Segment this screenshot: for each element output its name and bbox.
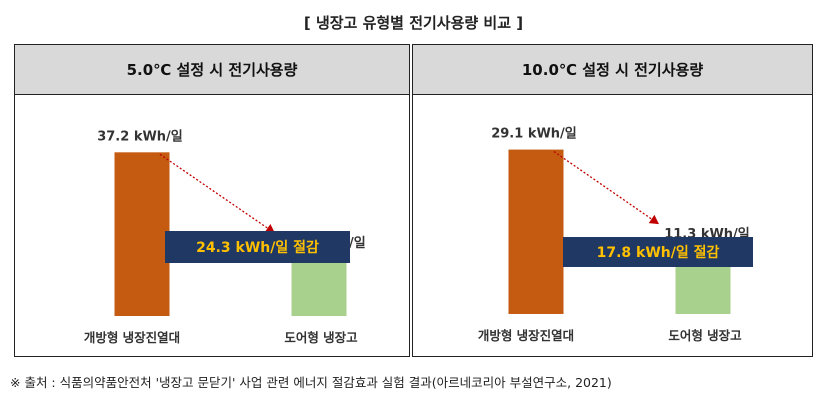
page-title: [ 냉장고 유형별 전기사용량 비교 ] (303, 14, 524, 32)
savings-box (563, 237, 753, 267)
chart-title: 10.0℃ 설정 시 전기사용량 (413, 45, 812, 95)
category-label: 도어형 냉장고 (668, 328, 742, 343)
savings-label: 17.8 kWh/일 절감 (597, 244, 720, 261)
category-label: 도어형 냉장고 (284, 330, 358, 345)
bar-open-display (508, 149, 564, 314)
savings-box (165, 231, 350, 263)
savings-arrow-line (553, 151, 660, 225)
bar-open-display (114, 152, 170, 316)
category-label: 개방형 냉장진열대 (478, 328, 574, 343)
savings-label: 24.3 kWh/일 절감 (196, 239, 319, 256)
savings-arrow-line (159, 153, 276, 234)
source-note: ※ 출처 : 식품의약품안전처 '냉장고 문닫기' 사업 관련 에너지 절감효과… (10, 375, 612, 390)
category-label: 개방형 냉장진열대 (84, 330, 180, 345)
savings-arrow-head (648, 214, 659, 225)
bar-door-fridge (291, 259, 347, 316)
value-label: 37.2 kWh/일 (97, 129, 183, 144)
chart-panel-10c: 10.0℃ 설정 시 전기사용량 29.1 kWh/일 개방형 냉장진열대 11.3… (412, 44, 813, 357)
value-label: 29.1 kWh/일 (491, 127, 577, 142)
savings-arrow-head (264, 224, 275, 234)
chart-title: 5.0℃ 설정 시 전기사용량 (15, 45, 409, 95)
